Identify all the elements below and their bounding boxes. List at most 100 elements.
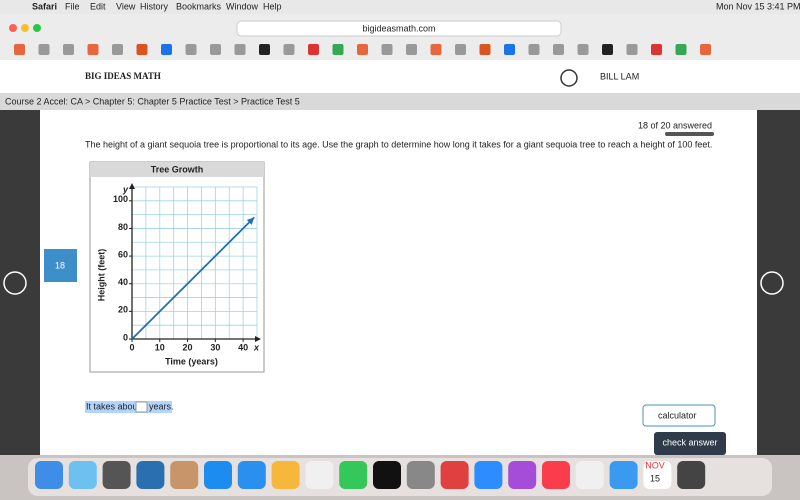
- clock: Mon Nov 15 3:41 PM: [716, 1, 800, 11]
- address-bar[interactable]: [236, 20, 562, 37]
- answer-before: It takes about: [86, 401, 141, 411]
- dock-icon[interactable]: [474, 461, 503, 489]
- bookmark-icon[interactable]: [63, 44, 74, 55]
- line-arrowhead: [246, 217, 255, 225]
- dock-icon[interactable]: [575, 461, 604, 489]
- bookmark-icon[interactable]: [553, 44, 564, 55]
- menu-item[interactable]: View: [116, 1, 136, 11]
- question-number-box: [44, 249, 77, 282]
- x-axis-label: Time (years): [165, 356, 218, 366]
- close[interactable]: [9, 24, 17, 32]
- next-button[interactable]: [760, 271, 784, 295]
- menubar: [0, 0, 800, 14]
- bookmark-icon[interactable]: [259, 44, 270, 55]
- progress-bar: [665, 132, 714, 136]
- timer[interactable]: [560, 69, 578, 87]
- dock-icon[interactable]: [102, 461, 131, 489]
- menu-item[interactable]: Edit: [90, 1, 106, 11]
- bookmark-icon[interactable]: [381, 44, 393, 55]
- bookmark-icon[interactable]: [332, 44, 344, 55]
- y-tick-label: 0: [123, 332, 128, 342]
- x-tick-label: 20: [183, 342, 193, 352]
- user-name[interactable]: BILL LAM: [600, 71, 639, 81]
- minimize[interactable]: [21, 24, 29, 32]
- bookmark-icon[interactable]: [210, 44, 221, 55]
- y-tick-label: 80: [118, 222, 128, 232]
- bookmark-icon[interactable]: [38, 44, 50, 55]
- logo[interactable]: BIG IDEAS MATH: [85, 71, 161, 81]
- bookmark-icon[interactable]: [161, 44, 172, 55]
- chart-title-band: [90, 162, 264, 177]
- y-tick-label: 100: [113, 194, 128, 204]
- left-panel: [0, 110, 40, 455]
- bookmark-icon[interactable]: [234, 44, 246, 55]
- answer-input[interactable]: [135, 401, 148, 413]
- y-axis-arrow: [129, 183, 135, 189]
- dock-icon[interactable]: [68, 461, 97, 489]
- calculator-button[interactable]: [642, 404, 716, 427]
- prev-button[interactable]: [3, 271, 27, 295]
- dock-icon[interactable]: [35, 461, 63, 489]
- dock-icon[interactable]: [373, 461, 401, 489]
- dock-icon[interactable]: [204, 461, 232, 489]
- bookmark-icon[interactable]: [87, 44, 99, 55]
- zoom[interactable]: [33, 24, 41, 32]
- url: bigideasmath.com: [362, 23, 435, 33]
- dock-icon[interactable]: [237, 461, 266, 489]
- dock-icon[interactable]: [609, 461, 638, 489]
- bookmark-icon[interactable]: [504, 44, 515, 55]
- y-axis-label: Height (feet): [96, 249, 106, 302]
- dock-icon[interactable]: [406, 461, 435, 489]
- right-panel: [757, 110, 800, 455]
- bookmark-icon[interactable]: [430, 44, 442, 55]
- calendar-day: 15: [650, 473, 660, 483]
- bookmark-icon[interactable]: [308, 44, 319, 55]
- menu-item[interactable]: History: [140, 1, 169, 11]
- bookmark-icon[interactable]: [626, 44, 638, 55]
- dock-icon[interactable]: [271, 461, 300, 489]
- menu-item[interactable]: Help: [263, 1, 282, 11]
- check-answer-button[interactable]: [654, 432, 726, 455]
- site-header: [0, 60, 800, 93]
- menu-item[interactable]: Window: [226, 1, 259, 11]
- y-axis-name: y: [122, 184, 129, 194]
- dock-icon[interactable]: [136, 461, 165, 489]
- bookmark-icon[interactable]: [455, 44, 466, 55]
- bookmark-icon[interactable]: [283, 44, 295, 55]
- dock-icon[interactable]: [542, 461, 570, 489]
- bookmark-icon[interactable]: [136, 44, 148, 55]
- y-tick-label: 40: [118, 277, 128, 287]
- dock-icon[interactable]: [677, 461, 706, 489]
- data-line: [131, 216, 255, 340]
- dock-icon[interactable]: [508, 461, 537, 489]
- bookmark-icon[interactable]: [602, 44, 613, 55]
- breadcrumb[interactable]: Course 2 Accel: CA > Chapter 5: Chapter …: [5, 96, 300, 106]
- bookmark-icon[interactable]: [528, 44, 540, 55]
- dock-icon[interactable]: [440, 461, 469, 489]
- chart-frame: [89, 161, 265, 373]
- dock-icon[interactable]: [170, 461, 199, 489]
- bookmark-icon[interactable]: [651, 44, 662, 55]
- x-tick-label: 40: [238, 342, 248, 352]
- answer-highlight: [85, 401, 172, 413]
- bookmark-icon[interactable]: [14, 44, 25, 55]
- dock-icon[interactable]: [643, 461, 672, 489]
- bookmark-icon[interactable]: [700, 44, 711, 55]
- x-tick-label: 0: [129, 342, 134, 352]
- chart-title: Tree Growth: [151, 164, 204, 174]
- question-text: The height of a giant sequoia tree is pr…: [85, 139, 712, 149]
- bookmark-icon[interactable]: [675, 44, 687, 55]
- x-axis-name: x: [253, 342, 260, 352]
- dock-icon[interactable]: [305, 461, 334, 489]
- calendar-month: NOV: [645, 460, 665, 470]
- bookmark-icon[interactable]: [406, 44, 417, 55]
- bookmark-icon[interactable]: [112, 44, 123, 55]
- bookmark-icon[interactable]: [577, 44, 589, 55]
- dock-icon[interactable]: [339, 461, 368, 489]
- bookmark-icon[interactable]: [357, 44, 368, 55]
- menu-item[interactable]: Bookmarks: [176, 1, 222, 11]
- bookmark-icon[interactable]: [185, 44, 197, 55]
- bookmark-icon[interactable]: [479, 44, 491, 55]
- menu-item[interactable]: File: [65, 1, 80, 11]
